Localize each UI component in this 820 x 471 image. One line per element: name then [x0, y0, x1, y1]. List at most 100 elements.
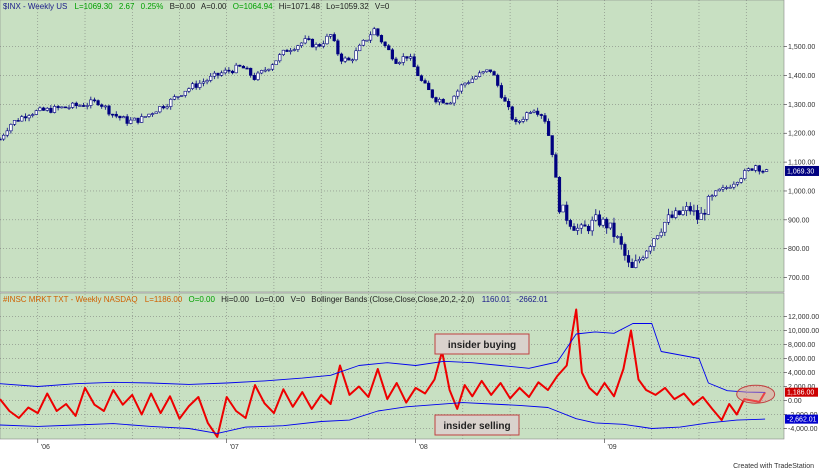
candle-body [681, 210, 685, 215]
candle-body [699, 212, 703, 220]
candle-body [605, 218, 609, 229]
candle-body [332, 34, 336, 42]
insider-ytick-label-4: 4,000.00 [788, 370, 815, 377]
candle-body [488, 69, 493, 72]
insider-grid [0, 294, 784, 439]
candle-body [714, 190, 718, 197]
price-ytick-label-7: 800.00 [788, 246, 810, 253]
candle-body [630, 262, 634, 268]
candle-body [81, 105, 86, 107]
candle-body [576, 227, 580, 231]
candle-body [612, 222, 616, 237]
price-candles [0, 26, 769, 269]
candle-body [31, 114, 35, 116]
candle-body [56, 106, 60, 109]
candle-body [270, 64, 275, 70]
insider-ytick-label-8: -4,000.00 [788, 426, 818, 433]
candle-body [45, 107, 49, 111]
candle-body [2, 134, 6, 140]
candle-body [394, 58, 398, 64]
price-ytick-label-4: 1,100.00 [788, 160, 815, 167]
candle-body [205, 80, 209, 83]
insider-upper-band: 1160.01 [482, 295, 511, 304]
candle-body [103, 105, 107, 108]
price-ytick-label-2: 1,300.00 [788, 102, 815, 109]
candle-body [703, 212, 707, 215]
price-change-pct: 0.25% [141, 2, 164, 11]
candle-body [412, 56, 416, 68]
insider-last: L=1186.00 [145, 295, 183, 304]
candle-body [652, 238, 656, 247]
candle-body [252, 75, 256, 80]
insider-ytick-label-2: 8,000.00 [788, 342, 815, 349]
candle-body [459, 84, 463, 92]
candle-body [695, 210, 700, 220]
insider-value-tag-label-0: 1,186.00 [787, 390, 814, 397]
insider-ytick-label-1: 10,000.00 [788, 328, 819, 335]
insider-selling-label: insider selling [443, 421, 510, 432]
candle-body [285, 49, 289, 52]
candle-body [347, 57, 351, 61]
price-last-tag [785, 165, 819, 176]
candle-body [256, 72, 260, 80]
insider-lower-band: -2662.01 [516, 295, 548, 304]
candle-body [63, 106, 67, 109]
candle-body [49, 107, 53, 113]
price-bid: B=0.00 [170, 2, 196, 11]
candle-body [74, 102, 78, 107]
candle-body [0, 138, 2, 141]
price-ytick-label-0: 1,500.00 [788, 44, 815, 51]
price-panel [0, 0, 785, 293]
candle-body [655, 235, 660, 240]
price-grid [0, 0, 784, 292]
candle-body [554, 154, 558, 178]
candle-body [220, 72, 224, 76]
credit-text: Created with TradeStation [733, 463, 814, 470]
candle-body [183, 90, 187, 96]
candle-body [565, 204, 569, 221]
candle-body [318, 44, 322, 47]
candle-body [757, 165, 761, 172]
candle-body [550, 135, 554, 155]
candle-body [383, 41, 387, 47]
candle-body [746, 168, 750, 171]
candle-body [398, 62, 402, 64]
candle-body [437, 99, 442, 103]
candle-body [307, 38, 311, 40]
candle-body [401, 56, 405, 63]
candle-body [594, 214, 598, 221]
candle-body [34, 110, 38, 115]
candle-body [9, 124, 13, 132]
candle-body [616, 236, 620, 238]
candle-body [114, 113, 118, 117]
candle-body [125, 116, 129, 124]
candle-body [710, 195, 714, 198]
candle-body [470, 78, 474, 83]
insider-symbol: #INSC MRKT TXT - Weekly NASDAQ [3, 295, 138, 304]
candle-body [299, 42, 304, 46]
candle-body [445, 102, 449, 105]
candle-body [510, 106, 514, 120]
price-y-axis: 1,500.00 1,400.00 1,300.00 1,200.00 1,100.00… [784, 44, 819, 282]
candle-body [216, 72, 220, 76]
candle-body [528, 112, 533, 114]
candle-body [67, 107, 71, 109]
candle-body [568, 220, 572, 227]
insider-series-line [0, 308, 766, 438]
candle-body [674, 210, 678, 218]
candle-body [721, 187, 725, 190]
candle-body [245, 67, 249, 70]
candle-body [546, 121, 551, 136]
candle-body [140, 116, 144, 123]
candle-body [190, 83, 195, 89]
candle-body [136, 117, 140, 123]
candle-body [361, 40, 365, 46]
candle-body [728, 186, 732, 189]
candle-body [198, 82, 202, 88]
candle-body [379, 35, 384, 43]
price-ytick-label-5: 1,000.00 [788, 188, 815, 195]
candle-body [154, 111, 158, 114]
candle-body [601, 218, 605, 226]
candle-body [343, 57, 347, 62]
